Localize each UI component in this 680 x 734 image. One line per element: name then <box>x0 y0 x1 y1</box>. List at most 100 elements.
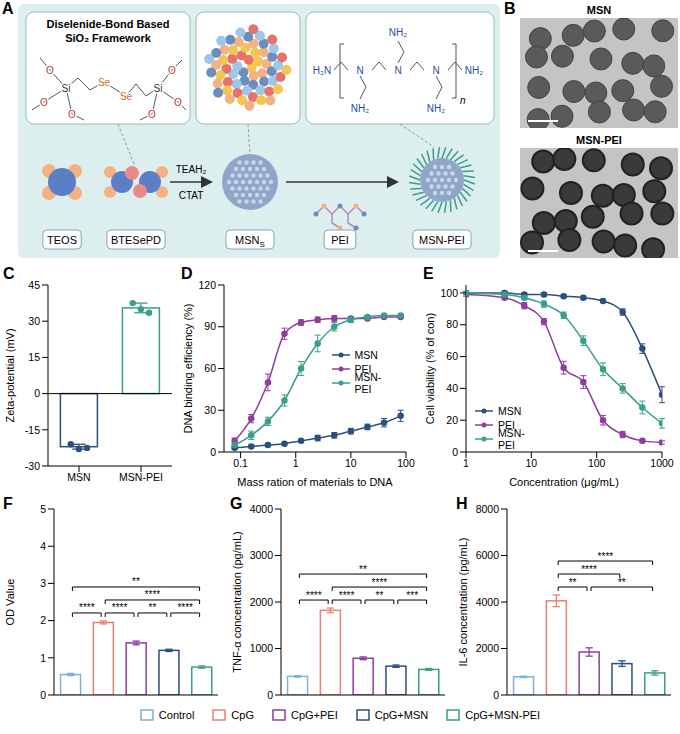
svg-text:****: **** <box>145 589 161 600</box>
svg-text:100: 100 <box>440 287 458 299</box>
svg-text:TEOS: TEOS <box>47 234 77 246</box>
svg-text:2: 2 <box>40 614 46 626</box>
svg-text:MSNS: MSNS <box>235 234 265 249</box>
svg-text:4000: 4000 <box>476 596 500 608</box>
svg-text:8000: 8000 <box>476 503 500 515</box>
svg-text:NH₂: NH₂ <box>351 103 369 114</box>
svg-text:****: **** <box>112 602 128 613</box>
svg-text:3000: 3000 <box>250 549 274 561</box>
svg-text:1000: 1000 <box>650 457 674 469</box>
svg-text:10: 10 <box>345 457 357 469</box>
svg-text:Mass ration of materials to DN: Mass ration of materials to DNA <box>237 476 393 488</box>
svg-text:1: 1 <box>293 457 299 469</box>
svg-text:-15: -15 <box>25 424 40 436</box>
svg-text:3: 3 <box>40 577 46 589</box>
svg-text:N: N <box>432 65 439 76</box>
svg-text:2000: 2000 <box>250 596 274 608</box>
svg-text:4: 4 <box>40 540 46 552</box>
svg-text:6000: 6000 <box>476 549 500 561</box>
svg-text:60: 60 <box>446 350 458 362</box>
svg-text:Si: Si <box>154 83 163 94</box>
svg-text:5: 5 <box>40 503 46 515</box>
svg-text:0: 0 <box>210 446 216 458</box>
svg-text:0: 0 <box>452 446 458 458</box>
svg-text:20: 20 <box>446 414 458 426</box>
svg-text:N: N <box>356 65 363 76</box>
svg-text:1: 1 <box>40 652 46 664</box>
svg-text:100: 100 <box>397 457 415 469</box>
svg-text:Si: Si <box>62 83 71 94</box>
svg-text:MSN-PEI: MSN-PEI <box>119 471 163 483</box>
svg-text:**: ** <box>132 576 140 587</box>
svg-text:H₂N: H₂N <box>313 65 331 76</box>
svg-text:**: ** <box>359 564 367 575</box>
svg-text:45: 45 <box>28 279 40 291</box>
svg-text:MSN: MSN <box>67 471 90 483</box>
svg-text:O: O <box>46 65 54 76</box>
svg-text:****: **** <box>598 551 614 562</box>
svg-text:Concentration (μg/mL): Concentration (μg/mL) <box>509 476 619 488</box>
svg-text:BTESePD: BTESePD <box>111 234 161 246</box>
svg-text:100: 100 <box>588 457 606 469</box>
html-text:MSN-PEI: MSN-PEI <box>497 427 525 451</box>
svg-text:30: 30 <box>28 315 40 327</box>
svg-text:****: **** <box>339 590 355 601</box>
svg-text:O: O <box>168 65 176 76</box>
svg-text:SiO₂ Framework: SiO₂ Framework <box>65 32 151 44</box>
svg-text:O: O <box>148 109 156 120</box>
html-text:MSN: MSN <box>354 348 378 361</box>
svg-text:OD Value: OD Value <box>4 579 16 626</box>
svg-text:CTAT: CTAT <box>179 190 204 201</box>
svg-text:10: 10 <box>525 457 537 469</box>
svg-text:Se: Se <box>120 91 133 102</box>
svg-text:NH₂: NH₂ <box>465 65 483 76</box>
svg-text:2000: 2000 <box>476 642 500 654</box>
html-text:G: G <box>230 495 243 512</box>
svg-text:Cell viability (% of con): Cell viability (% of con) <box>424 313 436 424</box>
svg-text:TEAH₂: TEAH₂ <box>176 164 207 175</box>
svg-text:***: *** <box>406 590 418 601</box>
svg-text:**: ** <box>618 577 626 588</box>
svg-text:DNA binding efficiency (%): DNA binding efficiency (%) <box>182 303 194 433</box>
svg-text:60: 60 <box>204 362 216 374</box>
svg-text:4000: 4000 <box>250 503 274 515</box>
svg-text:**: ** <box>569 577 577 588</box>
svg-text:**: ** <box>376 590 384 601</box>
svg-text:NH₂: NH₂ <box>427 103 445 114</box>
svg-text:N: N <box>394 65 401 76</box>
svg-text:40: 40 <box>446 382 458 394</box>
svg-text:0: 0 <box>40 689 46 701</box>
svg-text:30: 30 <box>204 404 216 416</box>
svg-text:NH₂: NH₂ <box>389 27 407 38</box>
svg-text:O: O <box>174 97 182 108</box>
svg-text:O: O <box>40 97 48 108</box>
svg-text:120: 120 <box>198 279 216 291</box>
html-text:PEI: PEI <box>354 362 372 375</box>
svg-text:****: **** <box>581 564 597 575</box>
svg-text:****: **** <box>306 590 322 601</box>
svg-text:O: O <box>68 109 76 120</box>
svg-text:****: **** <box>372 577 388 588</box>
svg-text:0: 0 <box>493 689 499 701</box>
svg-text:Zeta-potential (mV): Zeta-potential (mV) <box>4 328 16 422</box>
svg-text:0: 0 <box>267 689 273 701</box>
svg-text:1: 1 <box>463 457 469 469</box>
svg-text:80: 80 <box>446 318 458 330</box>
svg-text:****: **** <box>79 602 95 613</box>
svg-text:0: 0 <box>34 387 40 399</box>
svg-text:Diselenide-Bond Based: Diselenide-Bond Based <box>47 18 170 30</box>
svg-text:****: **** <box>177 602 193 613</box>
svg-text:1000: 1000 <box>250 642 274 654</box>
svg-text:0.1: 0.1 <box>233 457 248 469</box>
svg-text:PEI: PEI <box>331 234 349 246</box>
svg-text:IL-6 concentration (pg/mL): IL-6 concentration (pg/mL) <box>457 537 469 666</box>
svg-text:MSN-PEI: MSN-PEI <box>419 234 465 246</box>
svg-text:n: n <box>460 95 466 106</box>
html-text:MSN-PEI: MSN-PEI <box>354 370 382 395</box>
svg-text:**: ** <box>149 602 157 613</box>
svg-text:90: 90 <box>204 320 216 332</box>
svg-text:Se: Se <box>98 77 111 88</box>
svg-text:15: 15 <box>28 351 40 363</box>
svg-text:TNF-α concentration (pg/mL): TNF-α concentration (pg/mL) <box>231 531 243 672</box>
svg-text:-30: -30 <box>25 460 40 472</box>
